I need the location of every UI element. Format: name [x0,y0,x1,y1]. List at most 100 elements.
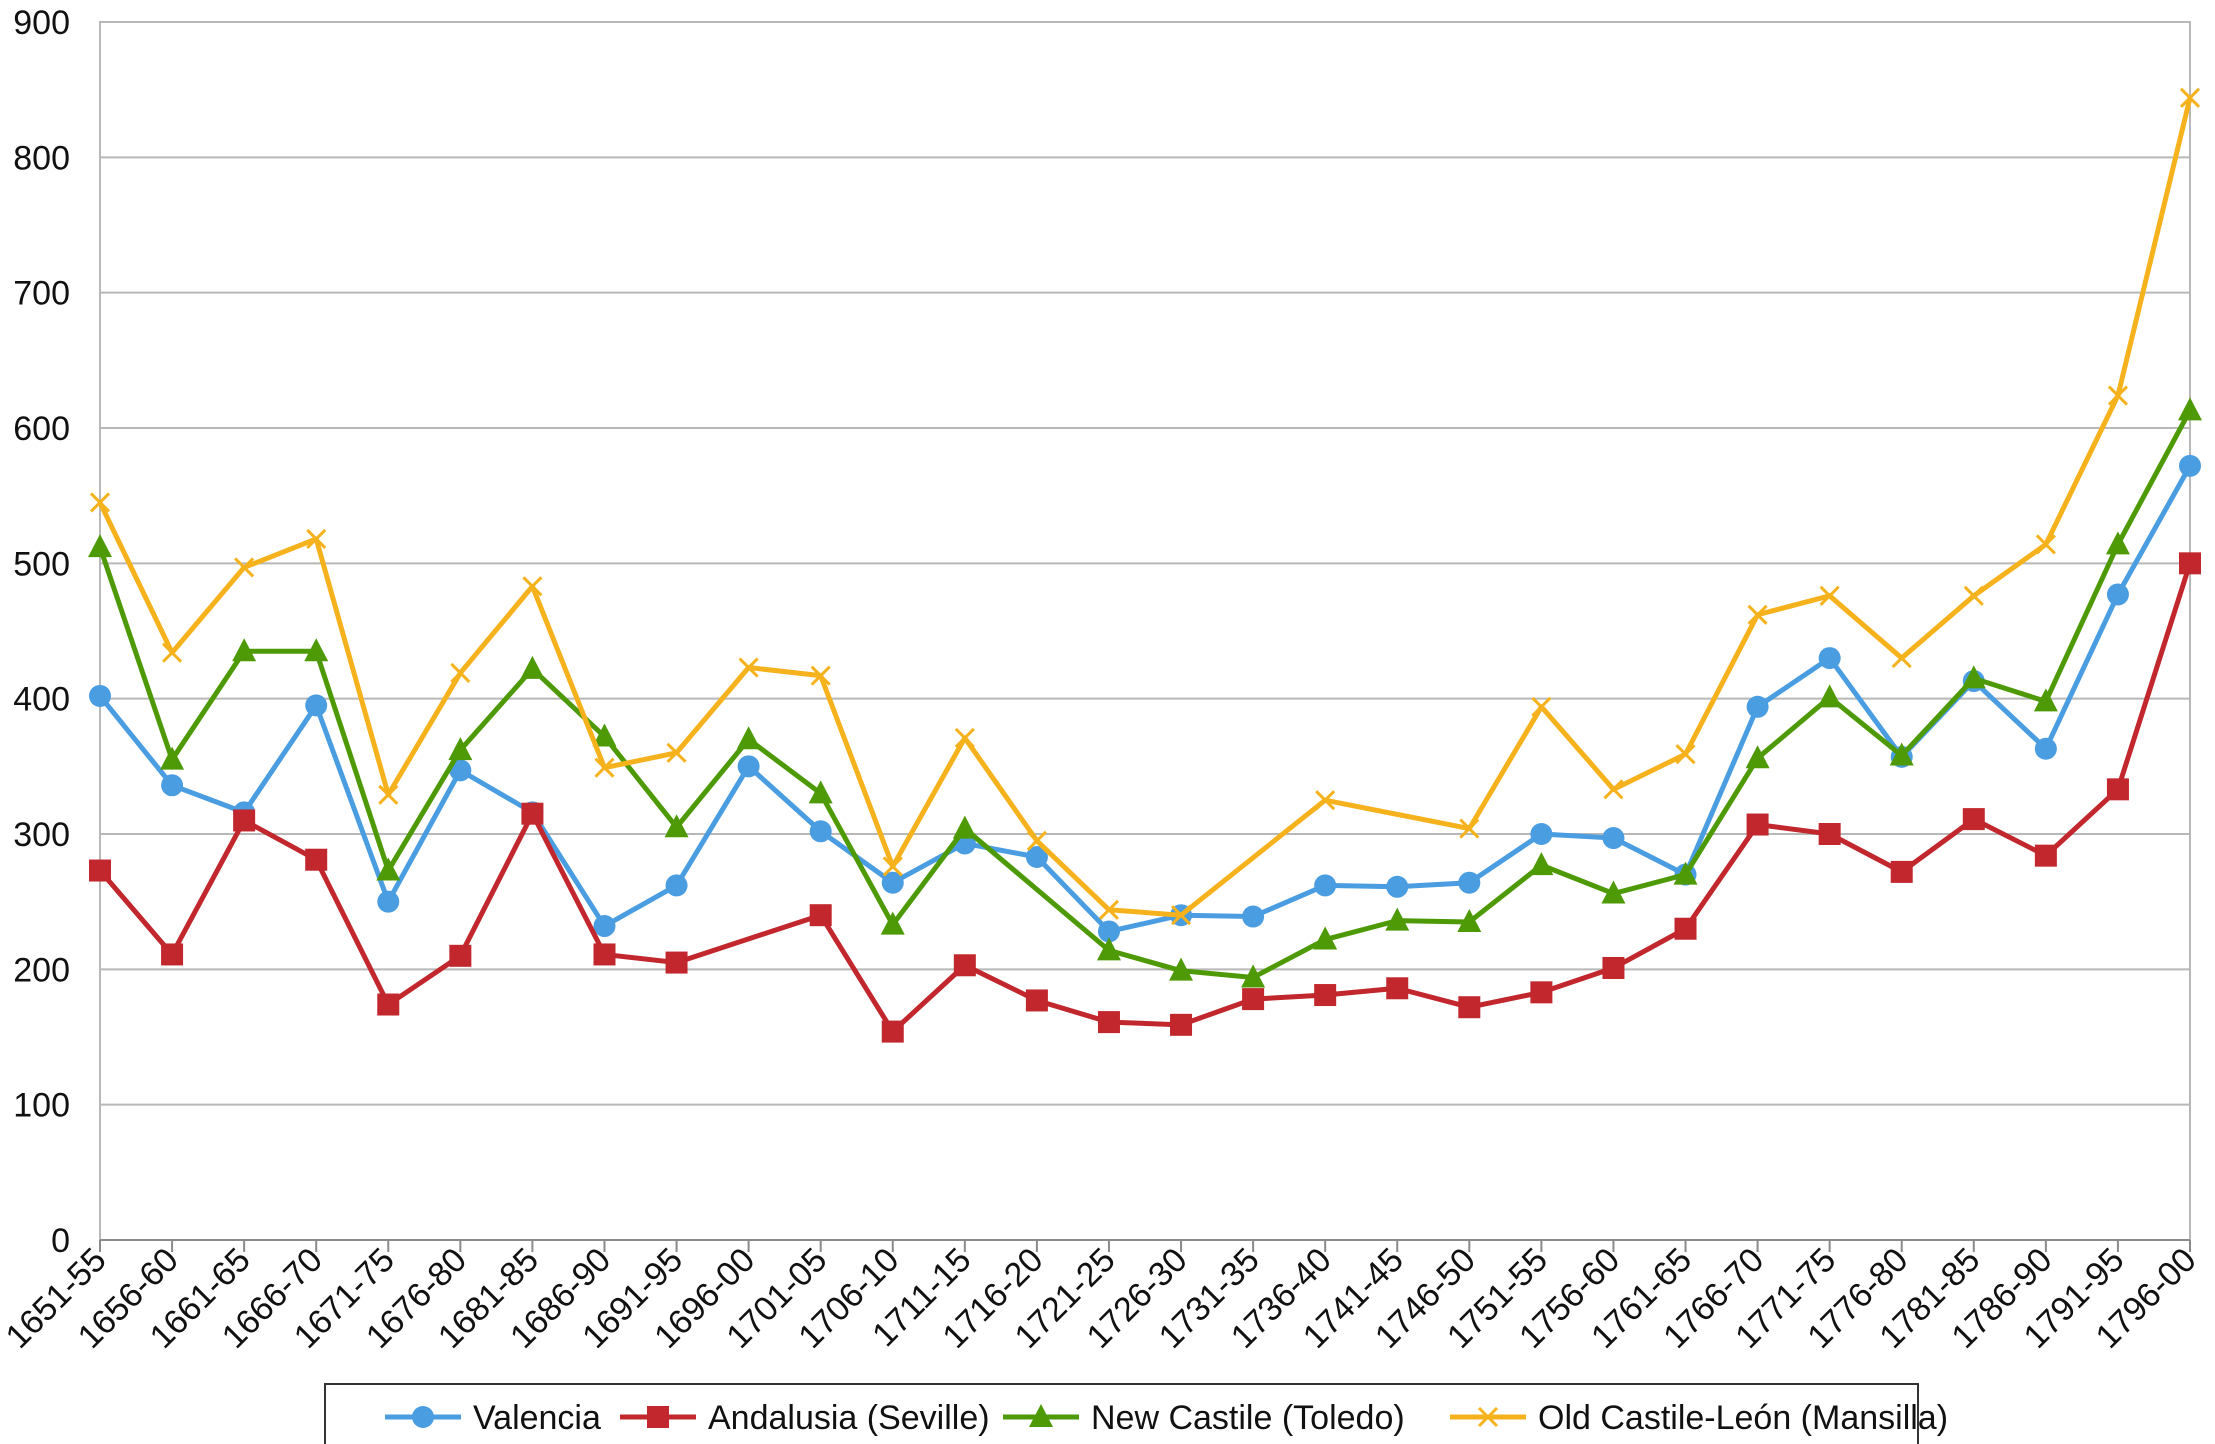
y-tick-label-300: 300 [13,816,70,854]
point-new-castile-toledo-1731-35 [1241,964,1266,988]
legend-item-old-castile-le-n-mansilla: Old Castile-León (Mansilla) [1450,1399,1948,1437]
legend-label-new-castile-toledo: New Castile (Toledo) [1091,1399,1405,1437]
point-valencia-1671-75 [377,890,400,913]
point-andalusia-seville-1651-55 [89,859,111,882]
point-andalusia-seville-1761-65 [1674,917,1697,940]
point-old-castile-le-n-mansilla-1781-85 [1963,585,1984,606]
point-old-castile-le-n-mansilla-1711-15 [954,727,975,748]
point-new-castile-toledo-1721-25 [1096,937,1121,961]
point-old-castile-le-n-mansilla-1676-80 [450,662,471,684]
y-tick-label-600: 600 [13,410,70,448]
point-valencia-1721-25 [1097,920,1120,943]
point-old-castile-le-n-mansilla-1786-90 [2035,534,2056,555]
legend-item-valencia: Valencia [385,1399,601,1437]
point-valencia-1701-05 [809,820,832,843]
point-valencia-1691-95 [665,874,688,897]
point-old-castile-le-n-mansilla-1686-90 [594,757,615,778]
point-andalusia-seville-1786-90 [2034,844,2057,867]
y-tick-label-0: 0 [51,1222,70,1260]
series-line-old-castile-le-n-mansilla [97,97,2193,918]
legend-item-andalusia-seville: Andalusia (Seville) [620,1399,990,1437]
point-old-castile-le-n-mansilla-1746-50 [1459,818,1480,839]
point-new-castile-toledo-1736-40 [1313,926,1338,950]
point-valencia-1746-50 [1458,871,1481,894]
point-new-castile-toledo-1776-80 [1889,742,1914,766]
point-old-castile-le-n-mansilla-1661-65 [234,557,255,578]
point-andalusia-seville-1796-00 [2179,552,2201,575]
y-tick-label-700: 700 [13,275,70,313]
point-old-castile-le-n-mansilla-1771-75 [1819,585,1840,606]
point-old-castile-le-n-mansilla-1756-60 [1603,779,1624,800]
point-andalusia-seville-1666-70 [305,848,328,871]
point-new-castile-toledo-1681-85 [520,655,545,679]
point-new-castile-toledo-1791-95 [2105,531,2130,555]
legend-marker-old-castile-le-n-mansilla [1477,1406,1499,1428]
point-old-castile-le-n-mansilla-1716-20 [1026,830,1047,851]
point-new-castile-toledo-1761-65 [1673,861,1698,885]
point-new-castile-toledo-1701-05 [808,780,833,804]
point-old-castile-le-n-mansilla-1736-40 [1315,790,1336,811]
legend-box [324,1383,1919,1444]
point-new-castile-toledo-1726-30 [1169,957,1194,981]
point-new-castile-toledo-1796-00 [2178,397,2202,421]
grid-layer [99,21,2191,1241]
point-valencia-1786-90 [2034,737,2057,760]
point-new-castile-toledo-1661-65 [232,638,257,662]
point-andalusia-seville-1716-20 [1025,989,1048,1012]
point-old-castile-le-n-mansilla-1751-55 [1531,696,1552,717]
point-old-castile-le-n-mansilla-1706-10 [882,856,903,877]
y-tick-label-200: 200 [13,951,70,989]
point-valencia-1751-55 [1530,823,1553,845]
axis-layer: 01002003004005006007008009001651-551656-… [0,4,2204,1356]
point-andalusia-seville-1766-70 [1746,813,1769,836]
legend-label-andalusia-seville: Andalusia (Seville) [708,1399,990,1437]
series-old-castile-le-n-mansilla [89,87,2201,926]
point-andalusia-seville-1676-80 [449,944,472,967]
point-old-castile-le-n-mansilla-1691-95 [666,742,687,763]
point-andalusia-seville-1756-60 [1602,956,1625,979]
point-andalusia-seville-1681-85 [521,802,544,825]
point-old-castile-le-n-mansilla-1776-80 [1891,648,1912,669]
point-valencia-1771-75 [1818,647,1841,670]
point-valencia-1706-10 [881,871,904,894]
point-valencia-1656-60 [161,774,184,797]
point-andalusia-seville-1686-90 [593,943,616,966]
series-line-valencia [98,464,2193,934]
point-andalusia-seville-1736-40 [1314,984,1337,1007]
legend: Valencia Andalusia (Seville) New Castile (… [324,1383,1948,1444]
point-andalusia-seville-1741-45 [1386,977,1409,1000]
point-old-castile-le-n-mansilla-1766-70 [1747,604,1768,625]
point-new-castile-toledo-1686-90 [592,723,617,747]
point-old-castile-le-n-mansilla-1796-00 [2179,87,2201,108]
point-andalusia-seville-1751-55 [1530,981,1553,1004]
point-old-castile-le-n-mansilla-1696-00 [738,657,759,678]
point-valencia-1716-20 [1025,846,1048,869]
point-old-castile-le-n-mansilla-1791-95 [2107,385,2128,406]
point-valencia-1666-70 [305,694,328,717]
y-tick-label-500: 500 [13,545,70,583]
point-old-castile-le-n-mansilla-1726-30 [1170,905,1192,926]
point-new-castile-toledo-1711-15 [952,815,977,839]
series-andalusia-seville [89,552,2201,1043]
point-valencia-1756-60 [1602,827,1625,850]
point-andalusia-seville-1691-95 [665,951,688,974]
point-andalusia-seville-1656-60 [161,943,184,966]
point-valencia-1696-00 [737,755,760,778]
point-old-castile-le-n-mansilla-1761-65 [1675,744,1696,765]
point-new-castile-toledo-1676-80 [448,737,473,761]
point-new-castile-toledo-1671-75 [376,857,401,881]
point-new-castile-toledo-1741-45 [1385,907,1410,931]
point-andalusia-seville-1746-50 [1458,996,1481,1019]
point-andalusia-seville-1776-80 [1890,860,1913,883]
point-old-castile-le-n-mansilla-1666-70 [306,528,327,550]
point-new-castile-toledo-1656-60 [160,746,185,770]
y-tick-label-900: 900 [13,4,70,42]
point-valencia-1796-00 [2179,454,2201,477]
point-valencia-1686-90 [593,915,616,938]
legend-marker-new-castile-toledo [1029,1404,1053,1427]
point-andalusia-seville-1661-65 [233,809,256,832]
point-old-castile-le-n-mansilla-1671-75 [378,784,399,805]
point-andalusia-seville-1706-10 [881,1020,904,1043]
point-old-castile-le-n-mansilla-1681-85 [522,576,543,597]
